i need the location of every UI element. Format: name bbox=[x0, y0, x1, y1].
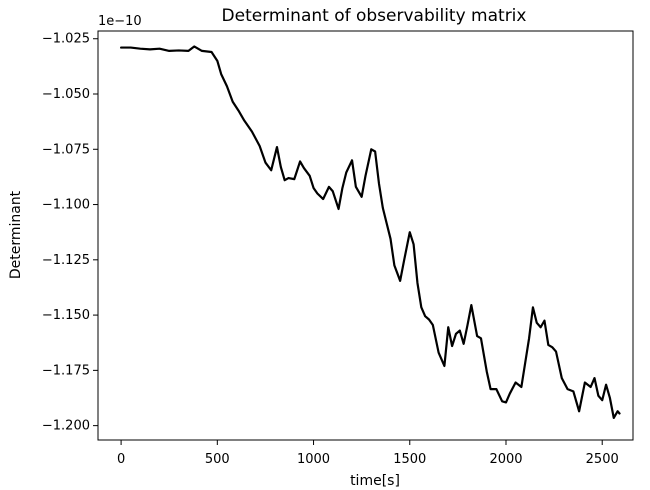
chart-title: Determinant of observability matrix bbox=[222, 6, 527, 26]
x-axis-tick-label: 2500 bbox=[586, 452, 619, 467]
y-axis-tick-label: −1.200 bbox=[42, 419, 90, 434]
y-axis-tick-label: −1.050 bbox=[42, 87, 90, 102]
x-axis-label: time[s] bbox=[350, 473, 400, 489]
plot-frame bbox=[97, 30, 634, 441]
x-axis-tick-label: 0 bbox=[117, 452, 125, 467]
y-axis-tick-label: −1.150 bbox=[42, 308, 90, 323]
x-axis-tick-label: 1000 bbox=[297, 452, 330, 467]
x-axis-tick-label: 500 bbox=[205, 452, 230, 467]
series-layer bbox=[119, 45, 621, 419]
y-axis-tick-label: −1.075 bbox=[42, 142, 90, 157]
y-axis-label: Determinant bbox=[8, 190, 24, 279]
x-axis-tick-label: 2000 bbox=[489, 452, 522, 467]
series-line bbox=[119, 45, 621, 419]
y-axis-offset-label: 1e−10 bbox=[98, 14, 142, 29]
y-axis-tick-label: −1.025 bbox=[42, 32, 90, 47]
y-axis-tick-label: −1.100 bbox=[42, 198, 90, 213]
x-axis-tick-label: 1500 bbox=[393, 452, 426, 467]
y-axis-tick-label: −1.125 bbox=[42, 253, 90, 268]
axes-layer: 0 500 1000 1500 2000 2500 −1.200 −1.175 −1.150 −1… bbox=[42, 32, 619, 467]
frame-layer bbox=[97, 30, 634, 441]
y-axis-tick-label: −1.175 bbox=[42, 363, 90, 378]
